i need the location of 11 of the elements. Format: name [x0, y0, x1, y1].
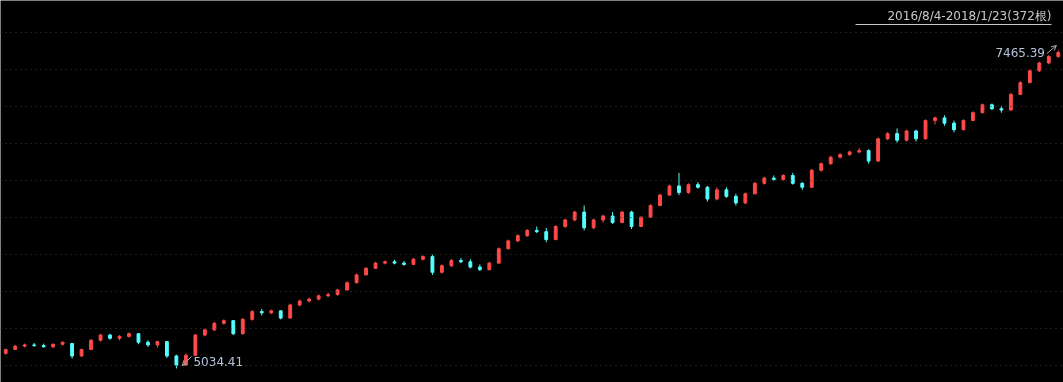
- candlestick: [430, 254, 435, 276]
- candlestick: [582, 205, 587, 231]
- candlestick: [458, 257, 463, 264]
- candlestick: [876, 137, 881, 163]
- annotation: 5034.41: [193, 355, 244, 369]
- candlestick: [677, 172, 681, 196]
- text: 2016/8/4-2018/1/23(372根): [887, 8, 1052, 23]
- candlestick: [895, 127, 899, 144]
- candlestick: [809, 168, 814, 189]
- annotation: 7465.39: [995, 46, 1046, 60]
- candlestick: [923, 118, 928, 140]
